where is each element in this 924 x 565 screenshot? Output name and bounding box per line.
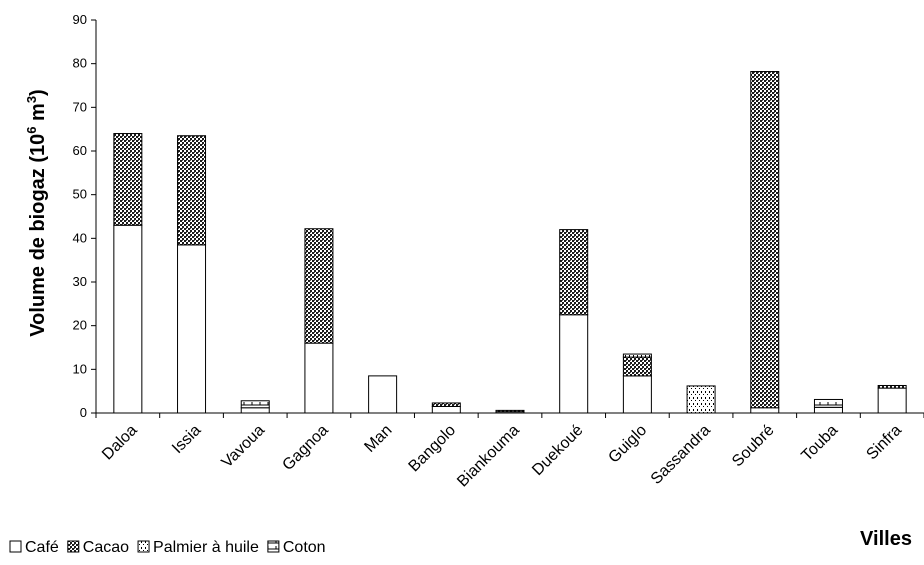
legend: Café Cacao Palmier à huile Coton <box>9 539 326 556</box>
bar-segment <box>113 133 143 226</box>
bar-segment <box>177 135 207 246</box>
x-category-label: Sassandra <box>648 422 714 488</box>
plot-area: 0 10 20 30 40 50 60 70 80 90 Daloa Issia Vavoua Gagno… <box>73 12 924 490</box>
bar-segment <box>559 314 589 414</box>
bar-segment <box>686 385 716 414</box>
bar-segment <box>431 405 461 414</box>
x-category-label: Issia <box>169 422 204 457</box>
y-tick-label: 60 <box>73 143 87 158</box>
legend-swatch <box>67 540 80 553</box>
legend-swatch <box>267 540 280 553</box>
y-tick-label: 20 <box>73 318 87 333</box>
bar-segment <box>622 353 652 358</box>
bar-segment <box>622 356 652 377</box>
bar-segment <box>813 406 843 414</box>
bar-segment <box>750 71 780 409</box>
bar-segment <box>368 375 398 414</box>
bar-segment <box>304 342 334 414</box>
bar-segment <box>113 224 143 414</box>
legend-label: Palmier à huile <box>153 539 259 556</box>
bar-segment <box>559 229 589 316</box>
legend-label: Cacao <box>83 539 129 556</box>
bar-segment <box>877 387 907 414</box>
x-category-label: Touba <box>798 422 841 465</box>
x-category-label: Sinfra <box>863 422 905 464</box>
x-category-label: Guiglo <box>605 422 650 467</box>
x-category-label: Daloa <box>99 422 141 464</box>
bar-segment <box>304 228 334 344</box>
bar-segment <box>813 398 843 408</box>
y-tick-label: 0 <box>80 405 87 420</box>
y-tick-label: 10 <box>73 361 87 376</box>
bar-segment <box>877 384 907 389</box>
bar-segment <box>495 409 525 413</box>
y-tick-label: 80 <box>73 56 87 71</box>
y-axis-title: Volume de biogaz (106 m3) <box>24 89 49 336</box>
bar-segment <box>177 244 207 414</box>
legend-label: Café <box>25 539 59 556</box>
legend-label: Coton <box>283 539 326 556</box>
x-category-label: Vavoua <box>219 422 269 472</box>
y-tick-label: 40 <box>73 230 87 245</box>
x-category-label: Gagnoa <box>279 422 331 474</box>
x-axis-title: Villes <box>860 528 912 550</box>
y-tick-label: 90 <box>73 12 87 27</box>
bar-segment <box>240 400 270 409</box>
bar-segment <box>240 407 270 414</box>
bar-segment <box>750 407 780 414</box>
legend-swatch <box>9 540 22 553</box>
x-category-label: Man <box>361 422 395 456</box>
legend-swatch <box>137 540 150 553</box>
bar-segment <box>622 375 652 414</box>
x-category-label: Duekoué <box>529 422 586 479</box>
x-category-label: Biankouma <box>454 422 523 491</box>
bar-segment <box>431 402 461 407</box>
y-tick-label: 50 <box>73 187 87 202</box>
x-category-label: Soubré <box>729 422 778 471</box>
y-tick-label: 30 <box>73 274 87 289</box>
x-category-label: Bangolo <box>406 422 460 476</box>
y-tick-label: 70 <box>73 99 87 114</box>
